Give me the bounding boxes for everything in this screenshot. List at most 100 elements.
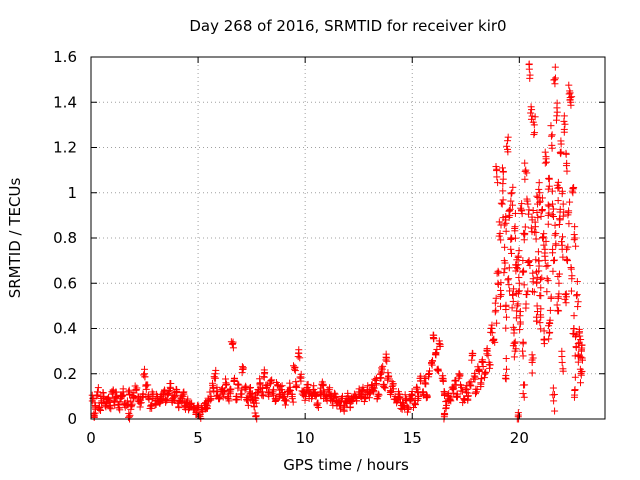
data-point-cluster	[554, 178, 562, 186]
data-point-cluster	[426, 367, 434, 375]
data-point-cluster	[210, 373, 218, 381]
data-point-cluster	[388, 378, 396, 386]
data-point-cluster	[109, 389, 117, 397]
data-point-cluster	[379, 380, 387, 388]
data-point-cluster	[102, 403, 110, 411]
data-point-cluster	[557, 140, 565, 148]
data-point-cluster	[361, 394, 369, 402]
data-point-cluster	[519, 390, 527, 398]
data-point-cluster	[180, 390, 188, 398]
data-point	[502, 365, 510, 373]
data-point-cluster	[291, 363, 299, 371]
data-point-cluster	[518, 210, 526, 218]
data-point-cluster	[260, 373, 268, 381]
data-point-cluster	[525, 258, 533, 266]
data-point-cluster	[537, 311, 545, 319]
data-point	[547, 132, 555, 140]
data-point-cluster	[559, 365, 567, 373]
data-point-cluster	[519, 256, 527, 264]
data-point-cluster	[142, 382, 150, 390]
data-point-cluster	[442, 398, 450, 406]
data-point-cluster	[259, 392, 267, 400]
data-point-cluster	[137, 399, 145, 407]
data-point-cluster	[562, 293, 570, 301]
y-tick-label: 0.4	[53, 320, 77, 338]
data-point-cluster	[493, 165, 501, 173]
data-point-cluster	[501, 259, 509, 267]
data-point-cluster	[118, 392, 126, 400]
data-point	[504, 137, 512, 145]
data-point-cluster	[562, 149, 570, 157]
data-point-cluster	[510, 353, 518, 361]
data-point-cluster	[142, 385, 150, 393]
data-point-cluster	[377, 367, 385, 375]
data-point-cluster	[539, 233, 547, 241]
data-point-cluster	[504, 133, 512, 141]
data-point-cluster	[396, 394, 404, 402]
data-point-cluster	[296, 354, 304, 362]
data-point-cluster	[305, 387, 313, 395]
data-point-cluster	[502, 324, 510, 332]
data-point-cluster	[140, 365, 148, 373]
data-point-cluster	[493, 319, 501, 327]
data-point-cluster	[221, 387, 229, 395]
data-point-cluster	[509, 183, 517, 191]
data-point-cluster	[107, 405, 115, 413]
data-point-cluster	[464, 389, 472, 397]
data-point	[188, 399, 196, 407]
data-point-cluster	[227, 338, 235, 346]
data-point-cluster	[521, 223, 529, 231]
data-point-cluster	[144, 391, 152, 399]
data-point-cluster	[529, 287, 537, 295]
data-point-cluster	[400, 401, 408, 409]
y-tick-label: 0.8	[53, 229, 77, 247]
data-point-cluster	[457, 387, 465, 395]
data-point-cluster	[563, 255, 571, 263]
x-tick-label: 20	[510, 429, 529, 447]
data-point-cluster	[548, 211, 556, 219]
data-point-cluster	[394, 388, 402, 396]
data-point-cluster	[480, 374, 488, 382]
data-point-cluster	[549, 205, 557, 213]
data-point-cluster	[520, 281, 528, 289]
data-point-cluster	[94, 388, 102, 396]
data-point-cluster	[469, 350, 477, 358]
data-point-cluster	[511, 339, 519, 347]
data-point-cluster	[232, 396, 240, 404]
data-point-cluster	[383, 357, 391, 365]
data-point-cluster	[558, 190, 566, 198]
data-point-cluster	[530, 131, 538, 139]
data-point-cluster	[537, 305, 545, 313]
data-point-cluster	[533, 302, 541, 310]
data-point-cluster	[496, 292, 504, 300]
data-point-cluster	[372, 381, 380, 389]
data-point-cluster	[222, 375, 230, 383]
data-point	[573, 291, 581, 299]
data-point-cluster	[466, 381, 474, 389]
data-point-cluster	[478, 358, 486, 366]
data-point-cluster	[225, 395, 233, 403]
data-point-cluster	[498, 164, 506, 172]
data-point	[508, 189, 516, 197]
data-point-cluster	[139, 390, 147, 398]
data-point-cluster	[570, 325, 578, 333]
data-point-cluster	[272, 379, 280, 387]
data-point-cluster	[360, 398, 368, 406]
data-point-cluster	[286, 379, 294, 387]
data-point-cluster	[545, 335, 553, 343]
data-point-cluster	[567, 287, 575, 295]
data-point-cluster	[544, 185, 552, 193]
data-point-cluster	[548, 187, 556, 195]
data-point-cluster	[288, 390, 296, 398]
data-point-cluster	[551, 74, 559, 82]
data-point-cluster	[577, 353, 585, 361]
data-point-cluster	[535, 185, 543, 193]
data-point-cluster	[403, 408, 411, 416]
data-point-cluster	[499, 168, 507, 176]
data-point-cluster	[433, 345, 441, 353]
data-point-cluster	[503, 142, 511, 150]
data-point-cluster	[286, 386, 294, 394]
data-point-cluster	[552, 116, 560, 124]
data-point-cluster	[566, 198, 574, 206]
data-point-cluster	[507, 190, 515, 198]
